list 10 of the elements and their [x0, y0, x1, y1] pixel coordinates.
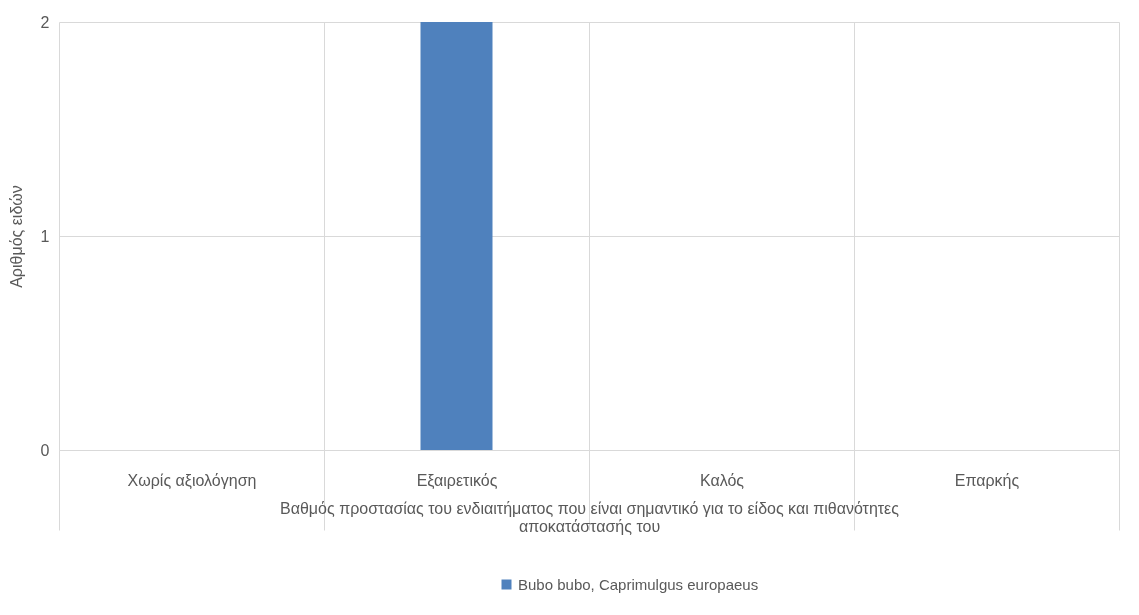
- y-axis-title: Αριθμός ειδών: [7, 185, 25, 288]
- y-tick-label: 0: [40, 441, 50, 459]
- x-tick-label: Χωρίς αξιολόγηση: [127, 471, 257, 490]
- y-tick-label: 2: [40, 13, 50, 31]
- legend-label: Bubo bubo, Caprimulgus europaeus: [518, 575, 759, 593]
- y-tick-label: 1: [40, 227, 50, 245]
- x-tick-label: Καλός: [699, 471, 745, 489]
- x-tick-label: Επαρκής: [954, 471, 1020, 489]
- x-tick-label: Εξαιρετικός: [416, 471, 498, 490]
- x-axis-title: Βαθμός προστασίας του ενδιαιτήματος που είναι σημαντικό για το είδος και πιθανότητες αποκατάστασής του: [280, 500, 900, 535]
